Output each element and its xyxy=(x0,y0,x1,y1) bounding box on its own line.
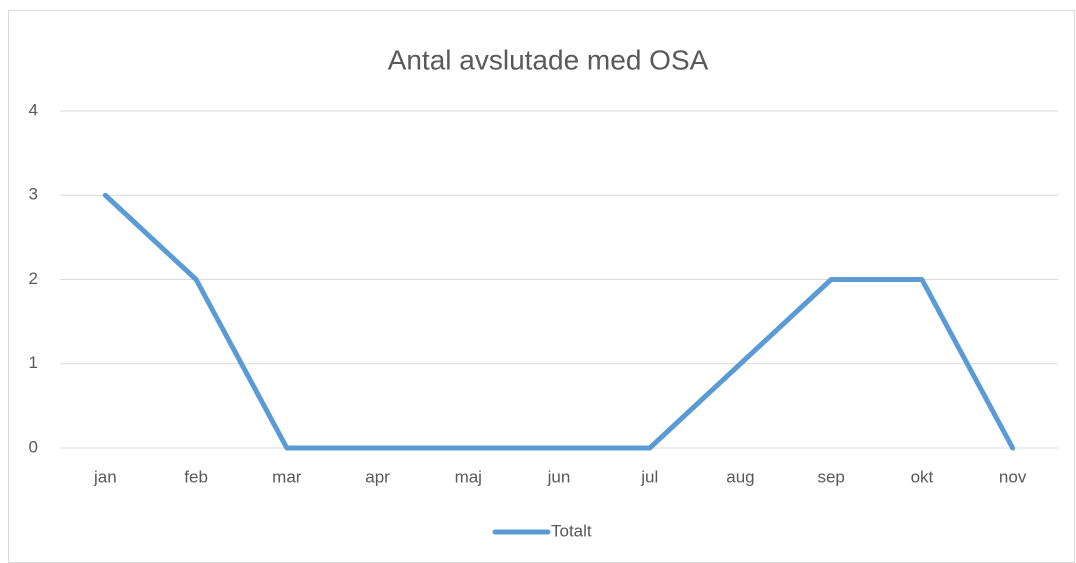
y-tick-label: 4 xyxy=(29,100,38,119)
y-tick-label: 0 xyxy=(29,437,38,456)
x-tick-label: sep xyxy=(817,467,844,486)
x-tick-label: aug xyxy=(726,467,754,486)
x-tick-label: feb xyxy=(184,467,208,486)
data-line xyxy=(102,192,1016,451)
x-tick-label: apr xyxy=(365,467,390,486)
x-tick-label: jun xyxy=(547,467,571,486)
x-tick-label: okt xyxy=(911,467,934,486)
x-tick-label: jan xyxy=(93,467,117,486)
x-tick-label: nov xyxy=(999,467,1027,486)
chart-title: Antal avslutade med OSA xyxy=(388,44,709,75)
x-tick-label: jul xyxy=(640,467,658,486)
y-tick-label: 3 xyxy=(29,185,38,204)
chart-border xyxy=(8,10,1075,563)
y-tick-label: 1 xyxy=(29,353,38,372)
y-tick-label: 2 xyxy=(29,269,38,288)
x-tick-label: mar xyxy=(272,467,302,486)
x-tick-label: maj xyxy=(455,467,482,486)
legend-label: Totalt xyxy=(551,521,592,540)
